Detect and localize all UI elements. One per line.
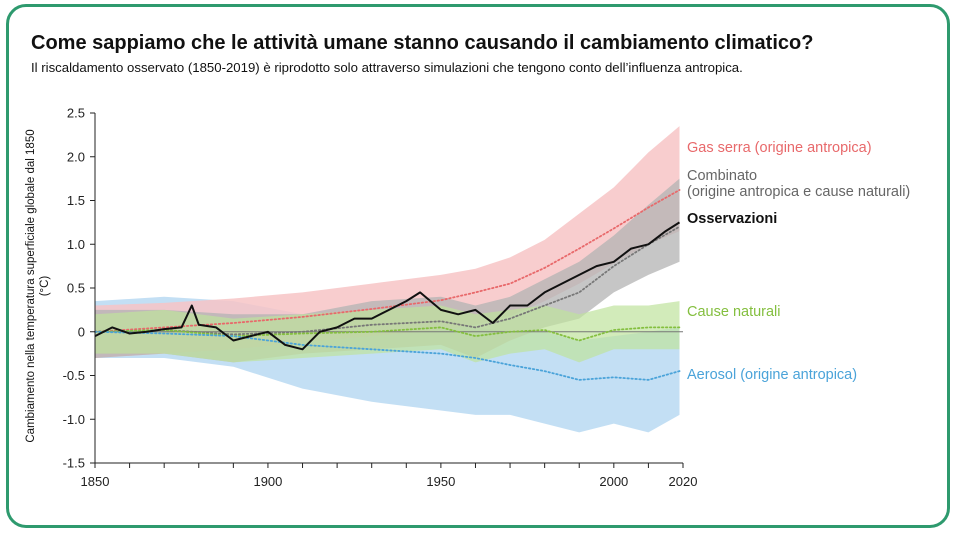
card-frame — [6, 4, 950, 528]
y-tick-label: 0 — [78, 324, 85, 339]
y-tick-label: -1.0 — [63, 412, 85, 427]
mean-line-cause-naturali — [94, 326, 681, 342]
y-axis-label-line2: (°C) — [39, 275, 51, 297]
mean-line-combinato — [94, 225, 681, 336]
y-tick-label: 2.0 — [67, 149, 85, 164]
chart-title: Come sappiamo che le attività umane stan… — [31, 32, 814, 54]
mean-line-aerosol — [94, 330, 681, 381]
y-tick-label: 1.0 — [67, 237, 85, 252]
y-tick-label: -1.5 — [63, 456, 85, 471]
label-gas-serra: Gas serra (origine antropica) — [687, 140, 872, 156]
y-axis-label: Cambiamento nella temperatura superficia… — [24, 106, 52, 466]
chart-subtitle: Il riscaldamento osservato (1850-2019) è… — [31, 60, 743, 75]
y-tick-label: 1.5 — [67, 193, 85, 208]
observations-line — [94, 221, 681, 351]
y-tick-label: -0.5 — [63, 368, 85, 383]
label-cause-naturali: Cause naturali — [687, 304, 781, 320]
x-tick-label: 1850 — [81, 474, 110, 489]
label-combinato-2: (origine antropica e cause naturali) — [687, 184, 911, 200]
x-tick-label: 2000 — [599, 474, 628, 489]
label-combinato-1: Combinato — [687, 168, 758, 184]
y-tick-label: 0.5 — [67, 281, 85, 296]
x-tick-label: 1900 — [253, 474, 282, 489]
x-tick-label: 2020 — [669, 474, 698, 489]
label-osservazioni: Osservazioni — [687, 211, 778, 227]
label-aerosol: Aerosol (origine antropica) — [687, 367, 858, 383]
y-axis-label-line1: Cambiamento nella temperatura superficia… — [25, 129, 37, 443]
y-tick-label: 2.5 — [67, 106, 85, 121]
mean-line-gas-serra — [94, 189, 681, 333]
x-tick-label: 1950 — [426, 474, 455, 489]
